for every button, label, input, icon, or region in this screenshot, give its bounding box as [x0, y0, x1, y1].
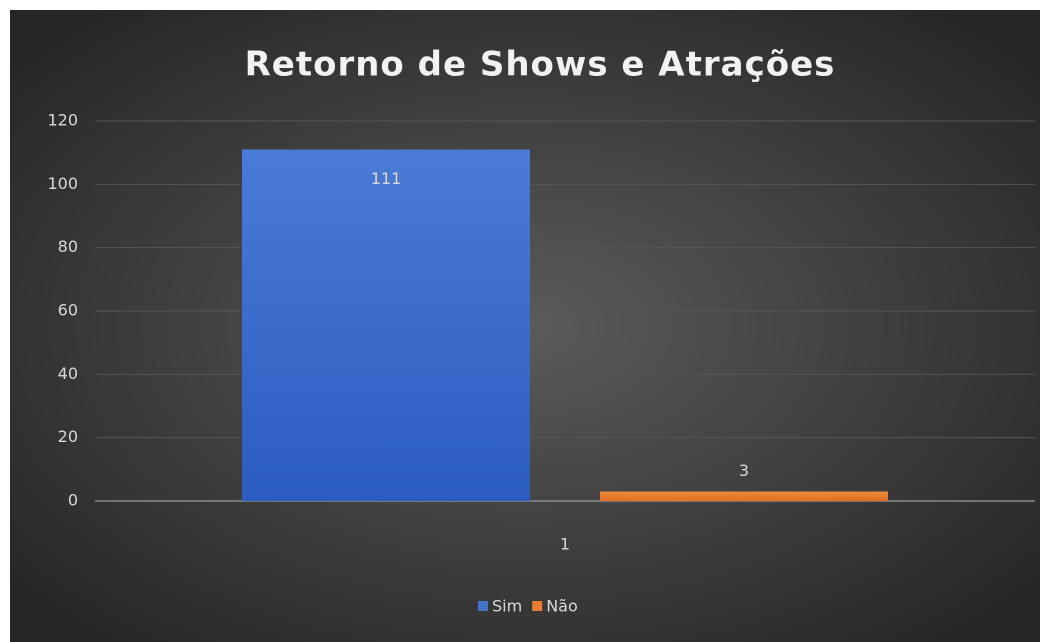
x-tick-label: 1 — [560, 535, 570, 554]
legend-label: Sim — [492, 597, 522, 616]
bar — [242, 149, 530, 501]
y-tick-label: 80 — [58, 237, 78, 256]
data-label: 111 — [371, 169, 402, 188]
y-tick-label: 20 — [58, 427, 78, 446]
bar — [600, 491, 888, 501]
data-label: 3 — [739, 461, 749, 480]
y-tick-label: 60 — [58, 301, 78, 320]
y-tick-label: 100 — [47, 174, 78, 193]
y-tick-label: 0 — [68, 491, 78, 510]
y-tick-label: 40 — [58, 364, 78, 383]
chart-title: Retorno de Shows e Atrações — [245, 45, 836, 85]
y-tick-label: 120 — [47, 111, 78, 130]
legend-swatch — [532, 601, 543, 611]
legend-swatch — [478, 601, 488, 611]
legend-label: Não — [546, 597, 578, 616]
